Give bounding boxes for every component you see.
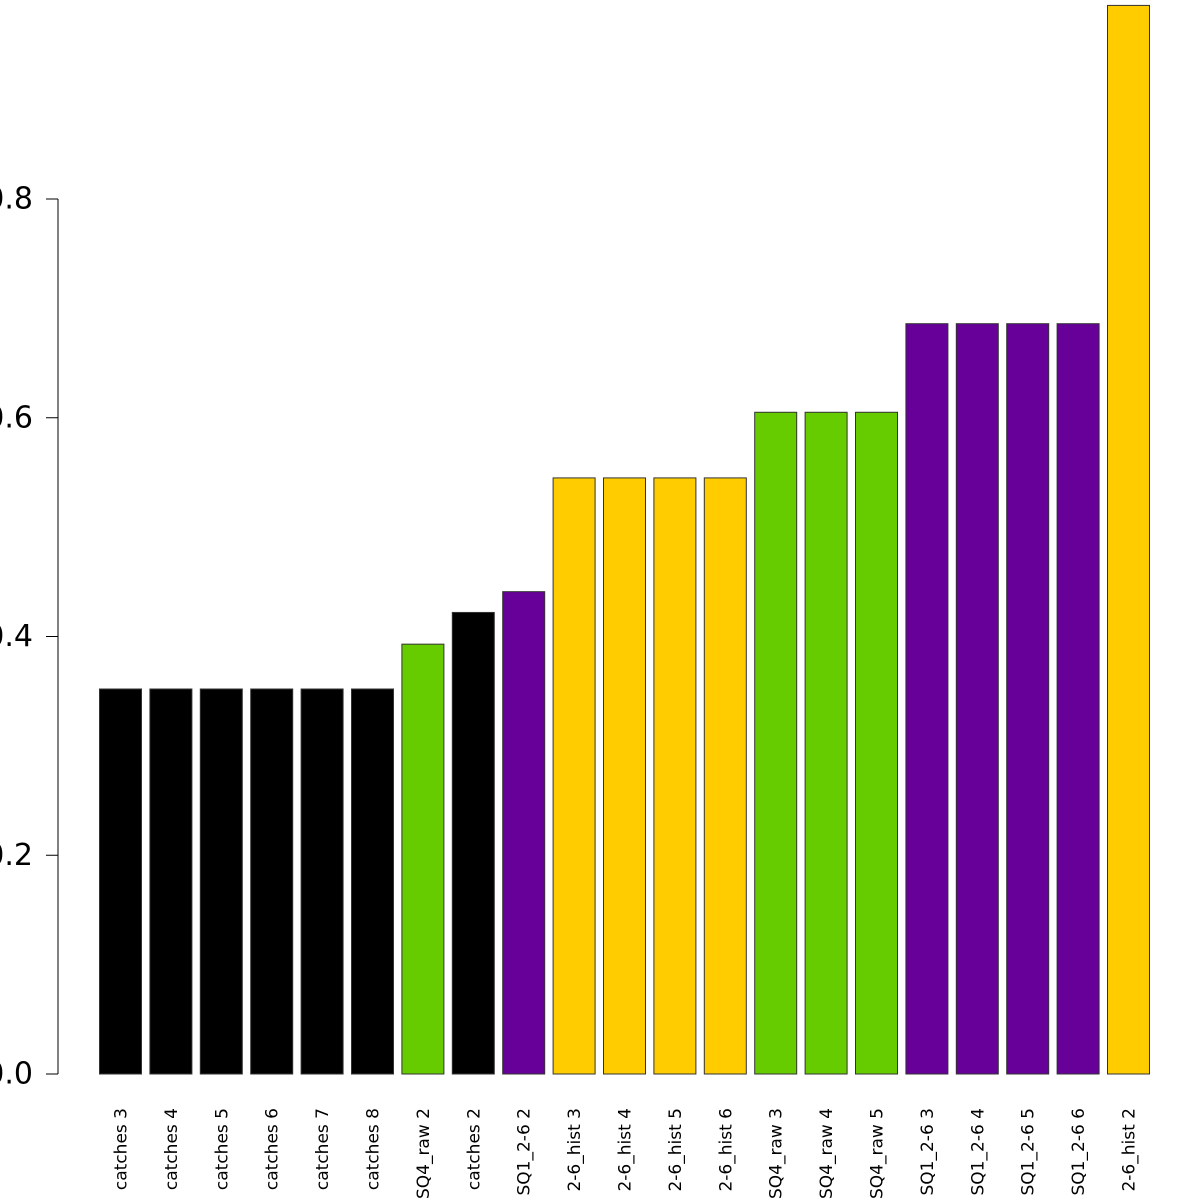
bar <box>1006 323 1050 1075</box>
x-tick-label: 2-6_hist 4 <box>616 1108 636 1192</box>
bar <box>451 611 495 1075</box>
bar <box>149 688 193 1075</box>
x-tick-label: 2-6_hist 3 <box>565 1108 585 1192</box>
x-tick-label: SQ1_2-6 2 <box>515 1108 535 1195</box>
x-tick-label: catches 3 <box>112 1108 132 1190</box>
x-tick-label: SQ4_raw 4 <box>817 1108 837 1199</box>
y-axis: 0.0 0.2 0.4 0.6 0.8 <box>0 182 59 1092</box>
x-tick-label: SQ4_raw 3 <box>767 1108 787 1199</box>
x-tick-label: catches 6 <box>263 1108 283 1190</box>
bar <box>401 643 445 1075</box>
x-tick-label: catches 4 <box>162 1108 182 1190</box>
x-tick-label: SQ1_2-6 4 <box>968 1108 988 1195</box>
bars <box>99 4 1150 1075</box>
bar <box>300 688 344 1075</box>
y-tick-label: 0.0 <box>0 1057 33 1092</box>
bar <box>754 411 798 1075</box>
x-axis-labels: catches 3 catches 4 catches 5 catches 6 catc… <box>112 1108 1140 1199</box>
y-tick-label: 0.6 <box>0 400 33 435</box>
x-tick-label: catches 7 <box>313 1108 333 1190</box>
bar <box>351 688 394 1075</box>
x-tick-label: catches 5 <box>212 1108 232 1190</box>
bar <box>1107 4 1150 1075</box>
y-tick-label: 0.2 <box>0 838 33 873</box>
bar <box>99 688 142 1075</box>
bar <box>955 323 999 1075</box>
x-tick-label: SQ1_2-6 5 <box>1019 1108 1039 1195</box>
bar <box>502 591 546 1075</box>
bar <box>603 477 646 1075</box>
x-tick-label: 2-6_hist 2 <box>1120 1108 1140 1192</box>
y-tick-label: 0.8 <box>0 182 33 217</box>
bar <box>552 477 596 1075</box>
x-tick-label: SQ4_raw 5 <box>868 1108 888 1199</box>
bar <box>653 477 697 1075</box>
bar <box>1056 323 1100 1075</box>
bar <box>199 688 243 1075</box>
x-tick-label: SQ1_2-6 6 <box>1069 1108 1089 1195</box>
bar <box>855 411 898 1075</box>
bar <box>905 323 949 1075</box>
x-tick-label: 2-6_hist 6 <box>716 1108 736 1192</box>
bar <box>703 477 747 1075</box>
y-tick-label: 0.4 <box>0 619 33 654</box>
x-tick-label: SQ1_2-6 3 <box>918 1108 938 1195</box>
x-tick-label: 2-6_hist 5 <box>666 1108 686 1192</box>
bar <box>250 688 294 1075</box>
bar <box>804 411 848 1075</box>
x-tick-label: SQ4_raw 2 <box>414 1108 434 1199</box>
x-tick-label: catches 8 <box>364 1108 384 1190</box>
x-tick-label: catches 2 <box>464 1108 484 1190</box>
